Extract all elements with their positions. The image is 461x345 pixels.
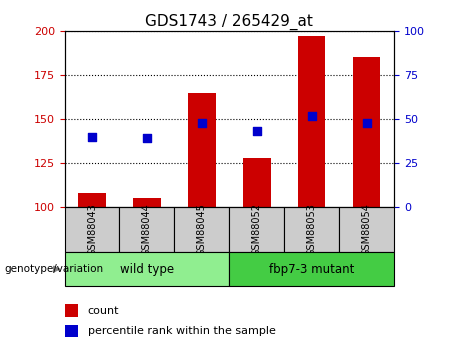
Text: fbp7-3 mutant: fbp7-3 mutant	[269, 263, 355, 276]
Point	[198, 120, 206, 125]
Text: percentile rank within the sample: percentile rank within the sample	[88, 326, 276, 336]
Text: GSM88045: GSM88045	[197, 203, 207, 256]
Text: GSM88053: GSM88053	[307, 203, 317, 256]
Bar	[174, 207, 229, 252]
Text: GSM88052: GSM88052	[252, 203, 262, 256]
Title: GDS1743 / 265429_at: GDS1743 / 265429_at	[145, 13, 313, 30]
Bar	[65, 207, 119, 252]
Bar	[229, 207, 284, 252]
Text: GSM88054: GSM88054	[362, 203, 372, 256]
Bar	[229, 252, 394, 286]
Bar	[188, 92, 216, 207]
Point	[308, 113, 315, 118]
Bar	[353, 57, 380, 207]
Point	[363, 120, 370, 125]
Point	[143, 136, 151, 141]
Point	[253, 129, 260, 134]
Bar	[284, 207, 339, 252]
Bar	[133, 198, 161, 207]
Bar	[65, 304, 78, 317]
Bar	[243, 158, 271, 207]
Bar	[339, 207, 394, 252]
Point	[89, 134, 96, 139]
Text: wild type: wild type	[120, 263, 174, 276]
Bar	[298, 36, 325, 207]
Bar	[65, 325, 78, 337]
Text: GSM88044: GSM88044	[142, 203, 152, 256]
Bar	[78, 193, 106, 207]
Text: GSM88043: GSM88043	[87, 203, 97, 256]
Text: genotype/variation: genotype/variation	[5, 264, 104, 274]
Bar	[119, 207, 174, 252]
Text: count: count	[88, 306, 119, 315]
Bar	[65, 252, 229, 286]
